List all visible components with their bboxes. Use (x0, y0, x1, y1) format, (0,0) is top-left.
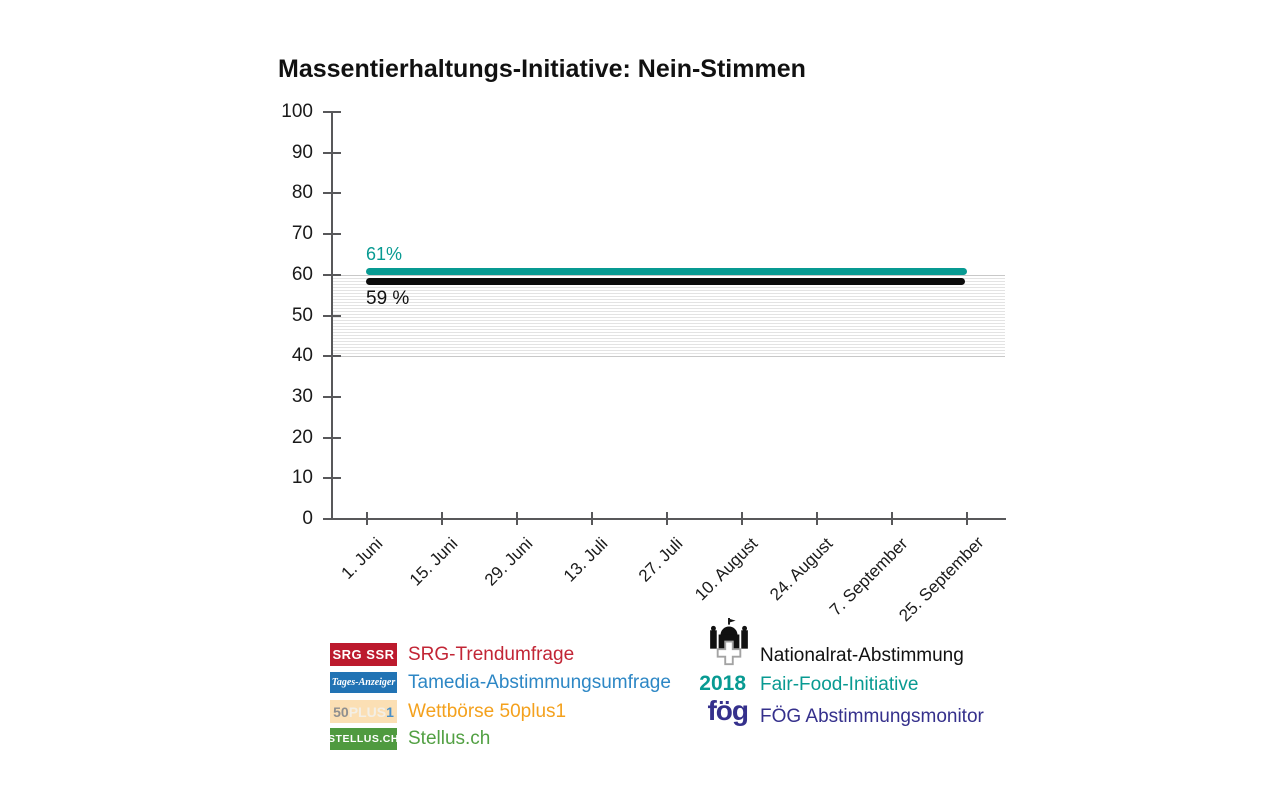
srg-ssr-logo: SRG SSR (330, 643, 397, 666)
y-tick-20 (323, 437, 341, 439)
y-tick-0 (323, 518, 341, 520)
y-tick-90 (323, 152, 341, 154)
legend-label-foeg: FÖG Abstimmungsmonitor (760, 706, 984, 727)
y-tick-label: 80 (291, 182, 313, 203)
y-tick-80 (323, 192, 341, 194)
gridline-60 (332, 275, 1005, 276)
y-tick-label: 40 (291, 345, 313, 366)
y-tick-label: 0 (302, 508, 313, 529)
y-tick-60 (323, 274, 341, 276)
50plus1-logo: 50 PLUS 1 (330, 700, 397, 723)
x-tick (666, 512, 668, 525)
y-tick-label: 20 (291, 427, 313, 448)
x-tick (366, 512, 368, 525)
y-tick-label: 100 (281, 101, 313, 122)
50plus1-logo-part-plus: PLUS (348, 703, 387, 720)
series-value-label-59: 59 % (366, 288, 410, 309)
y-tick-label: 60 (291, 264, 313, 285)
y-tick-label: 10 (291, 467, 313, 488)
50plus1-logo-part-1: 1 (386, 703, 394, 720)
year-2018-mark: 2018 (699, 672, 746, 695)
legend-label-stellus: Stellus.ch (408, 728, 491, 749)
y-tick-10 (323, 477, 341, 479)
y-tick-50 (323, 315, 341, 317)
legend-label-wettboerse: Wettbörse 50plus1 (408, 701, 567, 722)
foeg-logo: fög (707, 695, 749, 726)
srg-ssr-logo-text: SRG SSR (332, 647, 395, 662)
chart-title: Massentierhaltungs-Initiative: Nein-Stim… (278, 55, 806, 83)
x-tick (441, 512, 443, 525)
y-tick-label: 70 (291, 223, 313, 244)
tages-anzeiger-logo-text: Tages-Anzeiger (331, 677, 396, 688)
50plus1-logo-part-50: 50 (333, 703, 349, 720)
y-tick-label: 50 (291, 305, 313, 326)
legend-label-fair-food: Fair-Food-Initiative (760, 674, 919, 695)
y-tick-70 (323, 233, 341, 235)
legend-label-tamedia: Tamedia-Abstimmungsumfrage (408, 672, 671, 693)
y-tick-label: 30 (291, 386, 313, 407)
hatch-band-40-60 (332, 275, 1005, 356)
tages-anzeiger-logo: Tages-Anzeiger (330, 672, 397, 693)
x-tick (741, 512, 743, 525)
x-tick (891, 512, 893, 525)
x-axis (331, 518, 1006, 520)
y-tick-label: 90 (291, 142, 313, 163)
series-value-label-61: 61% (366, 244, 403, 264)
legend-label-nationalrat: Nationalrat-Abstimmung (760, 645, 964, 666)
gridline-40 (332, 356, 1005, 357)
y-tick-100 (323, 111, 341, 113)
stellus-logo-text: STELLUS.CH (328, 733, 399, 745)
x-tick (816, 512, 818, 525)
y-tick-40 (323, 355, 341, 357)
x-tick (516, 512, 518, 525)
swiss-parliament-icon (708, 618, 750, 673)
legend-label-srg: SRG-Trendumfrage (408, 644, 575, 665)
y-tick-30 (323, 396, 341, 398)
stellus-logo: STELLUS.CH (328, 728, 399, 750)
series-line-fair-food-61 (366, 268, 967, 275)
series-line-nationalrat-59 (366, 278, 965, 285)
x-tick (591, 512, 593, 525)
x-tick (966, 512, 968, 525)
